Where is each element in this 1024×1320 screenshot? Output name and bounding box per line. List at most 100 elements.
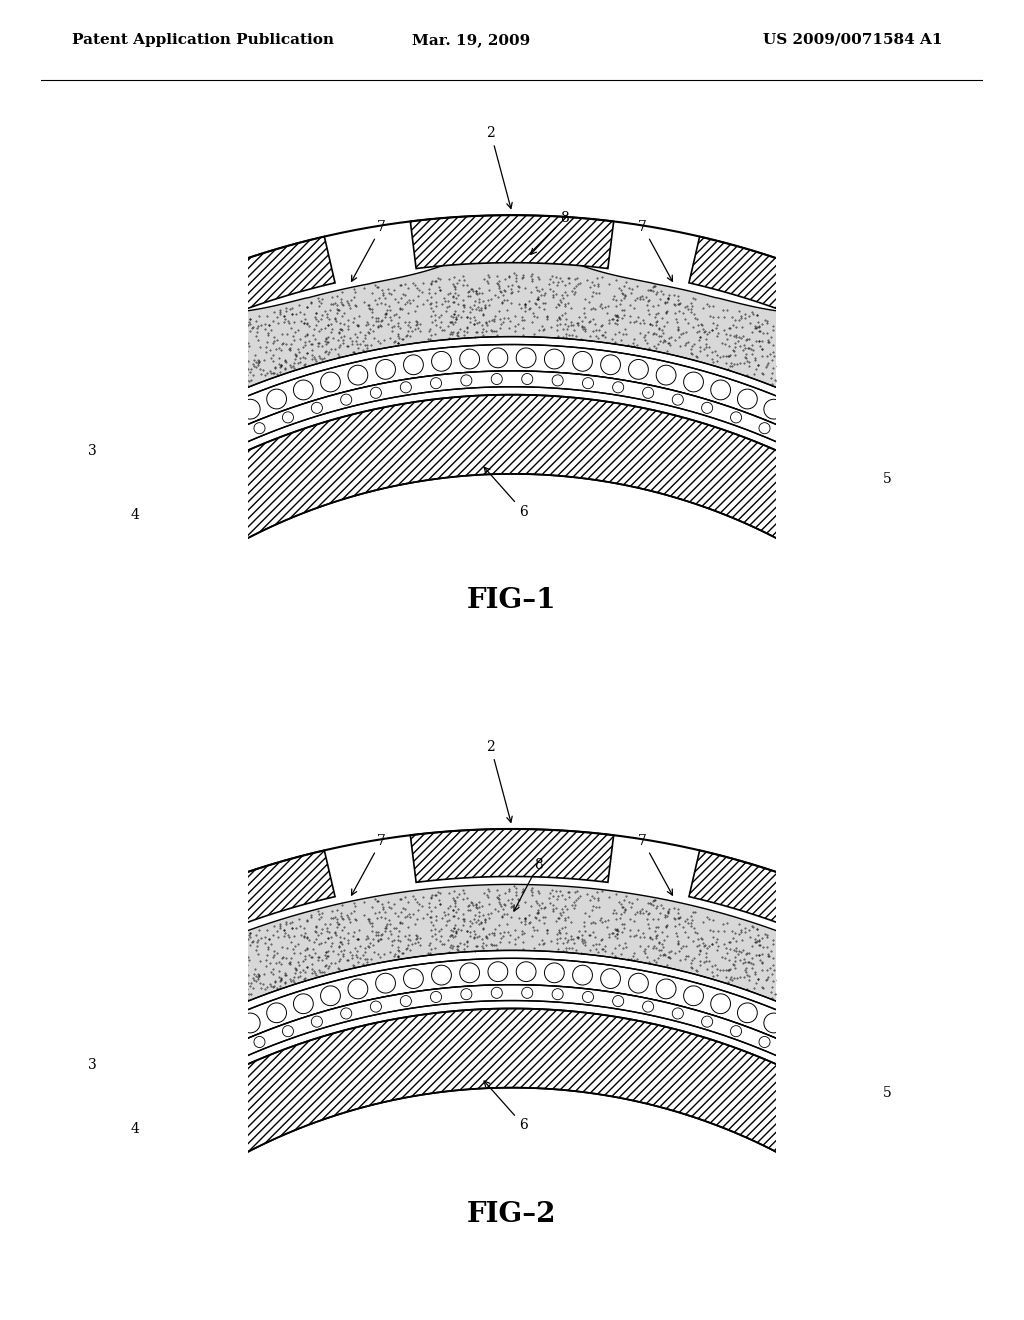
Circle shape xyxy=(460,962,479,982)
Circle shape xyxy=(911,1096,931,1115)
Circle shape xyxy=(139,1064,160,1084)
Circle shape xyxy=(701,1016,713,1027)
Circle shape xyxy=(764,1012,783,1032)
Circle shape xyxy=(93,482,113,502)
Circle shape xyxy=(226,1048,238,1060)
Circle shape xyxy=(612,381,624,393)
Circle shape xyxy=(371,1001,381,1012)
Polygon shape xyxy=(109,395,915,595)
Circle shape xyxy=(786,1048,798,1060)
Circle shape xyxy=(684,986,703,1006)
Text: 8: 8 xyxy=(514,858,543,911)
Circle shape xyxy=(643,1001,653,1012)
Circle shape xyxy=(376,359,395,379)
Text: 7: 7 xyxy=(638,834,673,895)
Circle shape xyxy=(400,381,412,393)
Circle shape xyxy=(841,1077,852,1088)
Text: 7: 7 xyxy=(638,220,673,281)
Circle shape xyxy=(656,979,676,999)
Circle shape xyxy=(341,1008,352,1019)
Circle shape xyxy=(199,447,210,459)
Circle shape xyxy=(730,412,741,422)
Circle shape xyxy=(283,412,294,422)
Circle shape xyxy=(145,1093,157,1104)
Circle shape xyxy=(199,1061,210,1073)
Circle shape xyxy=(516,962,536,982)
Polygon shape xyxy=(0,236,335,429)
Circle shape xyxy=(348,366,368,385)
Circle shape xyxy=(672,1008,683,1019)
Circle shape xyxy=(189,422,209,442)
Circle shape xyxy=(737,389,758,409)
Circle shape xyxy=(283,1026,294,1036)
Polygon shape xyxy=(78,958,946,1129)
Circle shape xyxy=(172,1077,183,1088)
Circle shape xyxy=(612,995,624,1007)
Circle shape xyxy=(786,434,798,446)
Circle shape xyxy=(116,466,136,486)
Circle shape xyxy=(172,463,183,474)
Text: Patent Application Publication: Patent Application Publication xyxy=(72,33,334,48)
Circle shape xyxy=(226,434,238,446)
Text: Mar. 19, 2009: Mar. 19, 2009 xyxy=(412,33,530,48)
Circle shape xyxy=(841,463,852,474)
Circle shape xyxy=(294,994,313,1014)
Circle shape xyxy=(864,1064,885,1084)
Circle shape xyxy=(572,965,593,985)
Text: 2: 2 xyxy=(486,127,512,209)
Text: 3: 3 xyxy=(88,1057,96,1072)
Circle shape xyxy=(93,1096,113,1115)
Circle shape xyxy=(371,387,381,399)
Circle shape xyxy=(759,422,770,434)
Circle shape xyxy=(460,348,479,368)
Circle shape xyxy=(145,479,157,490)
Circle shape xyxy=(121,495,132,507)
Circle shape xyxy=(892,495,903,507)
Circle shape xyxy=(431,965,452,985)
Circle shape xyxy=(311,403,323,413)
Circle shape xyxy=(815,1036,835,1056)
Circle shape xyxy=(711,380,730,400)
Circle shape xyxy=(601,355,621,375)
Circle shape xyxy=(684,372,703,392)
Circle shape xyxy=(521,374,532,384)
Circle shape xyxy=(790,1024,810,1044)
Circle shape xyxy=(867,479,879,490)
Circle shape xyxy=(759,1036,770,1048)
Circle shape xyxy=(864,450,885,470)
Polygon shape xyxy=(94,985,930,1140)
Circle shape xyxy=(656,366,676,385)
Circle shape xyxy=(672,395,683,405)
Text: 6: 6 xyxy=(484,1081,528,1133)
Polygon shape xyxy=(0,850,335,1043)
Circle shape xyxy=(430,378,441,388)
Text: 5: 5 xyxy=(883,473,891,486)
Circle shape xyxy=(266,1003,287,1023)
Circle shape xyxy=(492,987,503,998)
Circle shape xyxy=(629,973,648,993)
Polygon shape xyxy=(689,850,1024,1043)
Circle shape xyxy=(643,387,653,399)
Circle shape xyxy=(840,1049,860,1069)
Text: 7: 7 xyxy=(351,220,386,281)
Circle shape xyxy=(737,1003,758,1023)
Polygon shape xyxy=(94,371,930,527)
Circle shape xyxy=(840,436,860,455)
Circle shape xyxy=(400,995,412,1007)
Circle shape xyxy=(572,351,593,371)
Text: 8: 8 xyxy=(530,211,569,255)
Circle shape xyxy=(764,399,783,418)
Circle shape xyxy=(121,1109,132,1121)
Circle shape xyxy=(116,1080,136,1100)
Circle shape xyxy=(266,389,287,409)
Circle shape xyxy=(214,411,234,430)
Circle shape xyxy=(711,994,730,1014)
Circle shape xyxy=(321,986,340,1006)
Circle shape xyxy=(583,378,594,388)
Circle shape xyxy=(701,403,713,413)
Circle shape xyxy=(241,1012,260,1032)
Circle shape xyxy=(629,359,648,379)
Circle shape xyxy=(488,348,508,368)
Circle shape xyxy=(888,466,908,486)
Text: 7: 7 xyxy=(351,834,386,895)
